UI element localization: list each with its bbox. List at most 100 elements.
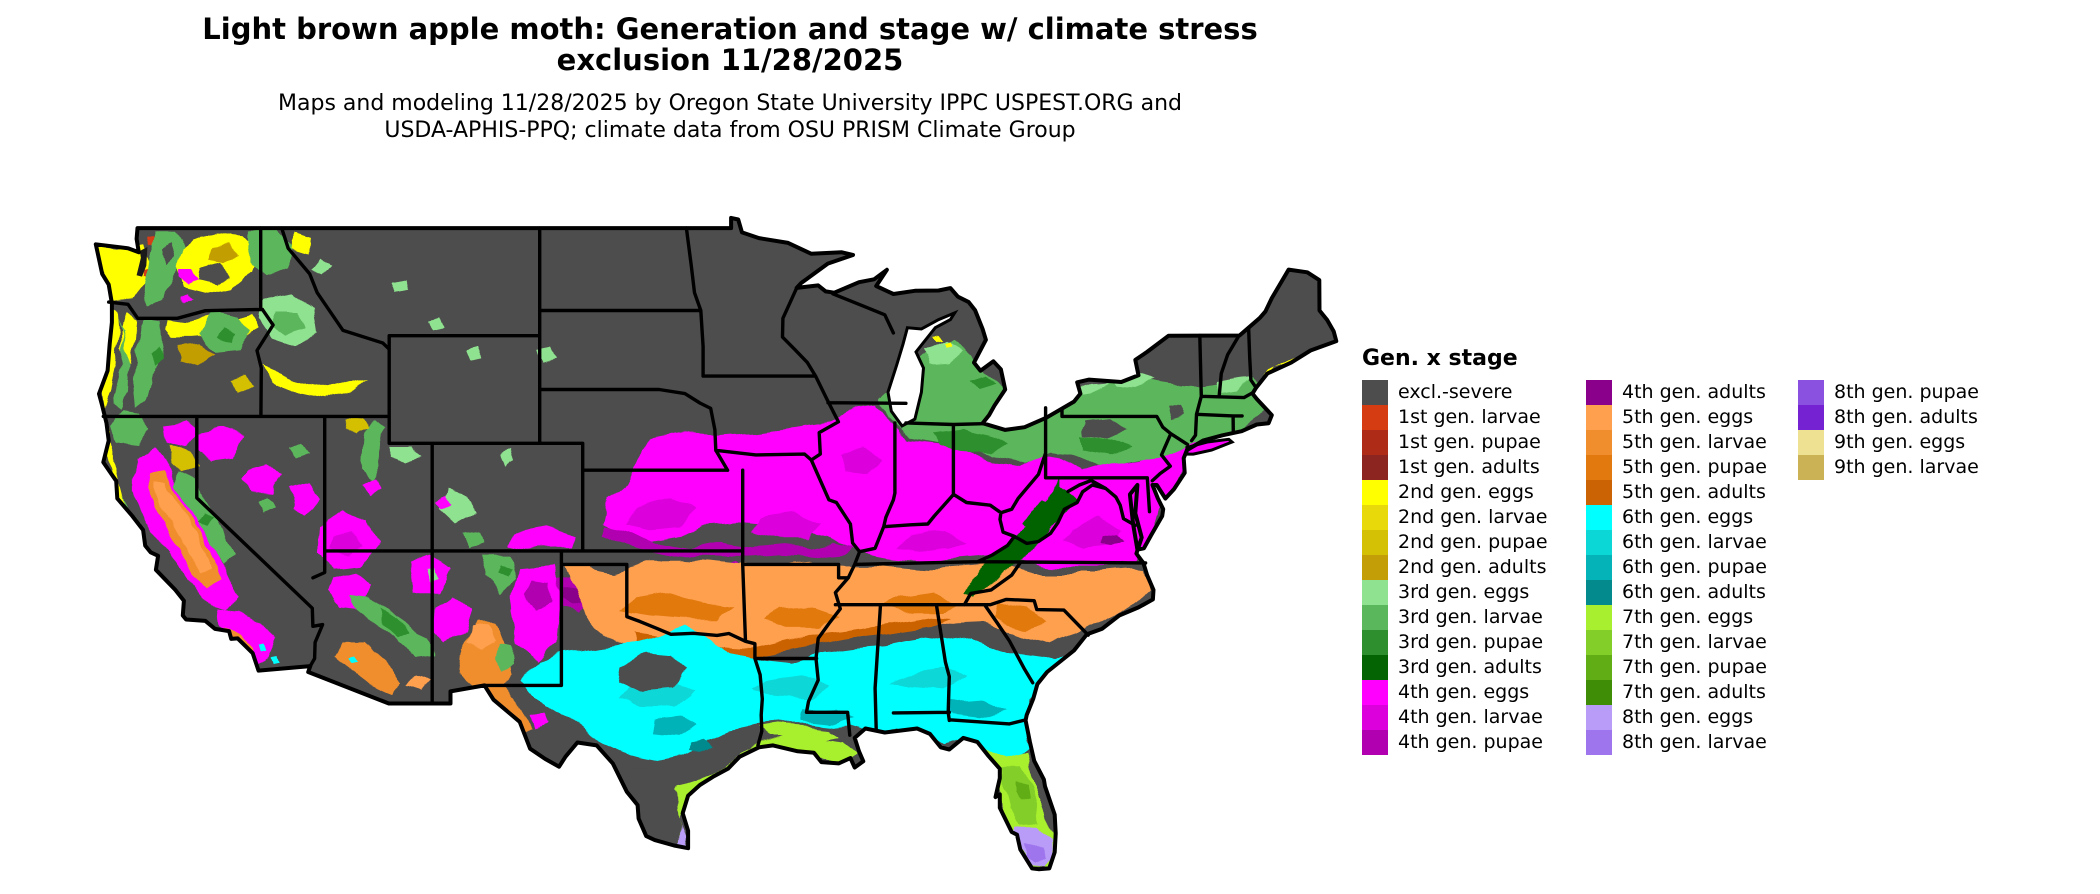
legend-label: 7th gen. pupae xyxy=(1622,656,1767,678)
map-region-g3l xyxy=(110,411,152,446)
legend-swatch xyxy=(1586,580,1612,605)
legend-item: 8th gen. pupae xyxy=(1798,380,1979,405)
map-region-g2e xyxy=(932,334,941,342)
legend-item: 4th gen. pupae xyxy=(1362,730,1586,755)
legend-swatch xyxy=(1586,655,1612,680)
legend-column: 8th gen. pupae 8th gen. adults 9th gen. eg… xyxy=(1798,380,1979,755)
legend-swatch xyxy=(1586,380,1612,405)
legend-item: 5th gen. larvae xyxy=(1586,430,1798,455)
legend-item: 7th gen. eggs xyxy=(1586,605,1798,630)
map-region-g3e xyxy=(392,281,410,296)
legend-item: 3rd gen. adults xyxy=(1362,655,1586,680)
legend-item: 7th gen. pupae xyxy=(1586,655,1798,680)
legend-swatch xyxy=(1362,655,1388,680)
us-generation-stage-map xyxy=(85,212,1341,890)
legend-label: 3rd gen. adults xyxy=(1398,656,1542,678)
legend-title: Gen. x stage xyxy=(1362,346,1518,371)
map-region-g7p xyxy=(1013,782,1029,802)
map-region-g3p xyxy=(968,376,995,390)
legend-item: 3rd gen. eggs xyxy=(1362,580,1586,605)
map-region-g7e xyxy=(760,724,840,740)
legend-label: 2nd gen. adults xyxy=(1398,556,1547,578)
legend-label: 9th gen. eggs xyxy=(1834,431,1966,453)
legend-label: 7th gen. eggs xyxy=(1622,606,1754,628)
legend-item: 7th gen. adults xyxy=(1586,680,1798,705)
map-region-g4l xyxy=(837,446,885,473)
map-region-g4e xyxy=(194,429,242,460)
map-region-g2p xyxy=(345,419,369,436)
legend-item: 1st gen. larvae xyxy=(1362,405,1586,430)
map-region-g4e xyxy=(239,462,285,495)
map-region-g9l xyxy=(1020,881,1031,886)
legend-label: excl.-severe xyxy=(1398,381,1513,403)
legend-label: 3rd gen. eggs xyxy=(1398,581,1530,603)
legend-swatch xyxy=(1362,530,1388,555)
map-region-g4e xyxy=(183,292,195,301)
map-region-g3e xyxy=(310,257,333,274)
map-region-g4e xyxy=(179,268,199,285)
legend-column: excl.-severe 1st gen. larvae 1st gen. pupa… xyxy=(1362,380,1586,755)
map-region-g4e xyxy=(289,483,320,516)
map-region-g5l xyxy=(334,642,404,694)
map-region-g3e xyxy=(429,316,445,331)
legend-item: 8th gen. adults xyxy=(1798,405,1979,430)
map-region-exc xyxy=(198,260,234,284)
map-region-g2p xyxy=(229,376,255,393)
page-title: Light brown apple moth: Generation and s… xyxy=(95,14,1365,76)
map-region-g3l xyxy=(493,642,515,672)
legend-swatch xyxy=(1362,505,1388,530)
map-region-g4e xyxy=(362,481,380,500)
map-region-g6e xyxy=(349,654,359,663)
legend-item: 8th gen. eggs xyxy=(1586,705,1798,730)
map-region-g4l xyxy=(622,499,696,527)
legend-swatch xyxy=(1362,405,1388,430)
map-region-g8e xyxy=(678,825,687,849)
map-region-g4e xyxy=(433,594,472,643)
map-region-g6p xyxy=(650,715,700,734)
legend-label: 7th gen. larvae xyxy=(1622,631,1767,653)
map-region-g2a xyxy=(207,244,240,261)
legend-label: 9th gen. larvae xyxy=(1834,456,1979,478)
legend-label: 2nd gen. eggs xyxy=(1398,481,1534,503)
legend-label: 1st gen. larvae xyxy=(1398,406,1541,428)
legend-item: 1st gen. pupae xyxy=(1362,430,1586,455)
subtitle-line-2: USDA-APHIS-PPQ; climate data from OSU PR… xyxy=(384,118,1076,143)
legend-swatch xyxy=(1586,605,1612,630)
legend-swatch xyxy=(1362,705,1388,730)
legend-swatch xyxy=(1362,555,1388,580)
map-region-g3e xyxy=(439,489,477,524)
legend-swatch xyxy=(1362,730,1388,755)
legend-label: 4th gen. pupae xyxy=(1398,731,1543,753)
map-region-g5e xyxy=(407,674,429,691)
map-region-g6l xyxy=(751,674,827,699)
legend-item: 4th gen. larvae xyxy=(1362,705,1586,730)
legend-column: 4th gen. adults 5th gen. eggs 5th gen. lar… xyxy=(1586,380,1798,755)
legend-label: 4th gen. larvae xyxy=(1398,706,1543,728)
legend-item: 6th gen. pupae xyxy=(1586,555,1798,580)
legend-label: 6th gen. pupae xyxy=(1622,556,1767,578)
legend-columns: excl.-severe 1st gen. larvae 1st gen. pupa… xyxy=(1362,380,2092,755)
legend-label: 8th gen. eggs xyxy=(1622,706,1754,728)
map-region-g6a xyxy=(687,739,715,752)
legend-swatch xyxy=(1362,430,1388,455)
legend-label: 8th gen. pupae xyxy=(1834,381,1979,403)
map-region-g6p xyxy=(949,698,1006,718)
legend-swatch xyxy=(1798,430,1824,455)
legend-label: 5th gen. eggs xyxy=(1622,406,1754,428)
long-island-outline xyxy=(1185,437,1235,456)
legend-swatch xyxy=(1798,455,1824,480)
map-region-g2p xyxy=(168,443,197,471)
map-region-exc xyxy=(1082,419,1128,440)
map-region-g2a xyxy=(175,343,214,366)
legend-label: 1st gen. pupae xyxy=(1398,431,1541,453)
map-region-g4l xyxy=(749,513,825,541)
legend-label: 4th gen. eggs xyxy=(1398,681,1530,703)
legend-swatch xyxy=(1586,730,1612,755)
map-region-g4p xyxy=(525,580,552,611)
legend: Gen. x stage excl.-severe 1st gen. larvae… xyxy=(1362,346,2092,755)
legend-swatch xyxy=(1798,405,1824,430)
map-region-g3p xyxy=(495,564,511,578)
map-region-exc xyxy=(1166,405,1184,418)
map-region-g4e xyxy=(510,526,576,549)
legend-label: 4th gen. adults xyxy=(1622,381,1766,403)
